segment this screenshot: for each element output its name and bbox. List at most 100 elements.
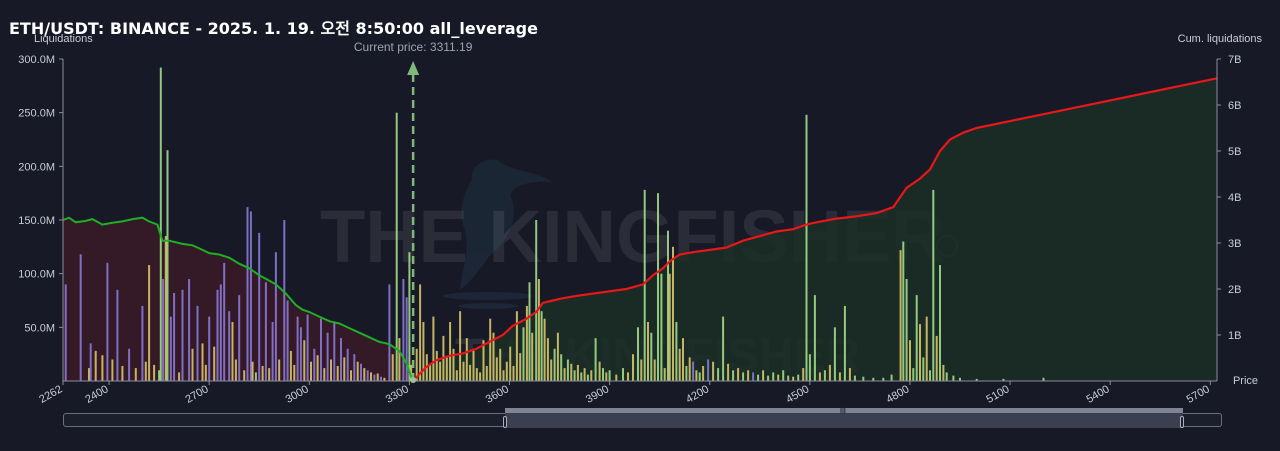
liquidation-bar [296,316,299,381]
liquidation-bar [1002,378,1005,381]
liquidation-bar [590,370,593,381]
x-tick-label: 4500 [784,383,811,406]
liquidation-bar [391,354,394,381]
liquidation-bar [566,359,569,381]
liquidation-bar [797,374,800,381]
liquidation-bar [890,374,893,381]
liquidation-bar [429,364,432,381]
liquidation-bar [158,370,161,381]
liquidation-bar [627,372,629,381]
liquidation-bar [439,361,442,381]
current-price-arrow-icon [407,61,420,75]
liquidation-bar [408,252,411,381]
liquidation-bar [383,377,386,381]
liquidation-bar [752,372,755,381]
liquidation-bar [271,322,274,381]
liquidation-bar [502,370,505,381]
y2-tick-label: 5B [1228,146,1241,158]
liquidation-bar [303,340,306,381]
liquidation-bar [925,316,928,381]
chart-title: ETH/USDT: BINANCE - 2025. 1. 19. 오전 8:50… [9,19,538,38]
liquidation-bar [162,279,165,381]
liquidation-bar [576,364,579,381]
liquidation-bar [164,236,167,381]
liquidation-bar [499,348,502,381]
liquidation-bar [570,363,573,381]
y-tick-label: 50.0M [24,322,55,334]
cumulative-lines-layer [62,77,1218,382]
liquidation-bar [459,311,462,381]
liquidation-bar [254,372,257,381]
zoom-handle-right[interactable] [1180,416,1184,428]
liquidation-bar [366,370,369,381]
y2-tick-label: 6B [1228,100,1241,112]
liquidation-bar [336,366,339,381]
liquidation-bar [223,262,226,381]
liquidation-bar [422,322,425,381]
liquidation-bar [505,361,508,381]
liquidation-bar [862,376,865,381]
y2-tick-label: 2B [1228,284,1241,296]
x-tick-label: 2700 [183,383,210,406]
liquidation-bar [243,370,246,381]
liquidation-bar [802,368,805,381]
liquidation-bar [469,364,472,381]
cum-liquidation-line-left [62,216,415,382]
y-tick-label: 150.0M [18,215,55,227]
zoom-handle-left[interactable] [503,416,507,428]
liquidation-bar [678,348,681,381]
liquidation-bar [264,282,267,381]
liquidation-bar [573,370,576,381]
liquidation-bar [373,374,376,381]
liquidation-bar [717,368,720,381]
liquidation-bar [519,353,522,381]
liquidation-bar [667,230,669,381]
liquidation-bar [64,284,67,381]
liquidation-bar [363,368,366,381]
liquidation-bar [380,376,382,381]
liquidation-bar [512,366,515,381]
liquidation-bar [531,332,534,381]
liquidation-bar [762,370,765,381]
liquidation-bar [959,377,961,381]
liquidation-bar [485,366,488,381]
liquidation-bar [299,327,302,381]
liquidation-bar [274,252,277,381]
zoom-scrollbar-window[interactable]: ||| [505,407,1183,428]
liquidation-bar [169,316,172,381]
liquidation-bar [550,359,553,381]
liquidation-bar [196,305,199,381]
liquidation-bar [402,279,405,381]
liquidation-bar [772,372,775,381]
liquidation-bar [213,346,216,381]
liquidation-bar [89,343,92,381]
x-tick-label: 5400 [1085,383,1112,406]
liquidation-bar [637,327,639,381]
liquidation-bar [688,357,691,381]
liquidation-bar [615,374,618,381]
liquidation-bar [643,189,646,381]
liquidation-bar [201,343,204,381]
x-tick-label: 3300 [384,383,411,406]
liquidation-bar [283,220,286,381]
liquidation-bar [268,368,271,381]
y-tick-label: 250.0M [18,108,55,120]
liquidation-bar [495,357,498,381]
y2-tick-label: 7B [1228,54,1241,66]
liquidation-bar [251,361,254,381]
liquidation-bar [405,297,408,381]
liquidation-bar [1042,377,1045,381]
liquidation-bar [882,377,885,381]
liquidation-bar [278,359,281,381]
liquidation-bar [432,316,435,381]
x-tick-label: 2400 [83,383,110,406]
current-price-dot [410,377,417,383]
liquidation-bar [159,67,162,381]
liquidation-bar [622,368,624,381]
grip-icon[interactable]: ||| [840,407,846,414]
x-tick-label: 3900 [584,383,611,406]
liquidation-bar [543,318,546,381]
liquidation-bar [922,357,925,381]
liquidation-bar [216,289,219,381]
liquidation-bar [398,338,401,381]
